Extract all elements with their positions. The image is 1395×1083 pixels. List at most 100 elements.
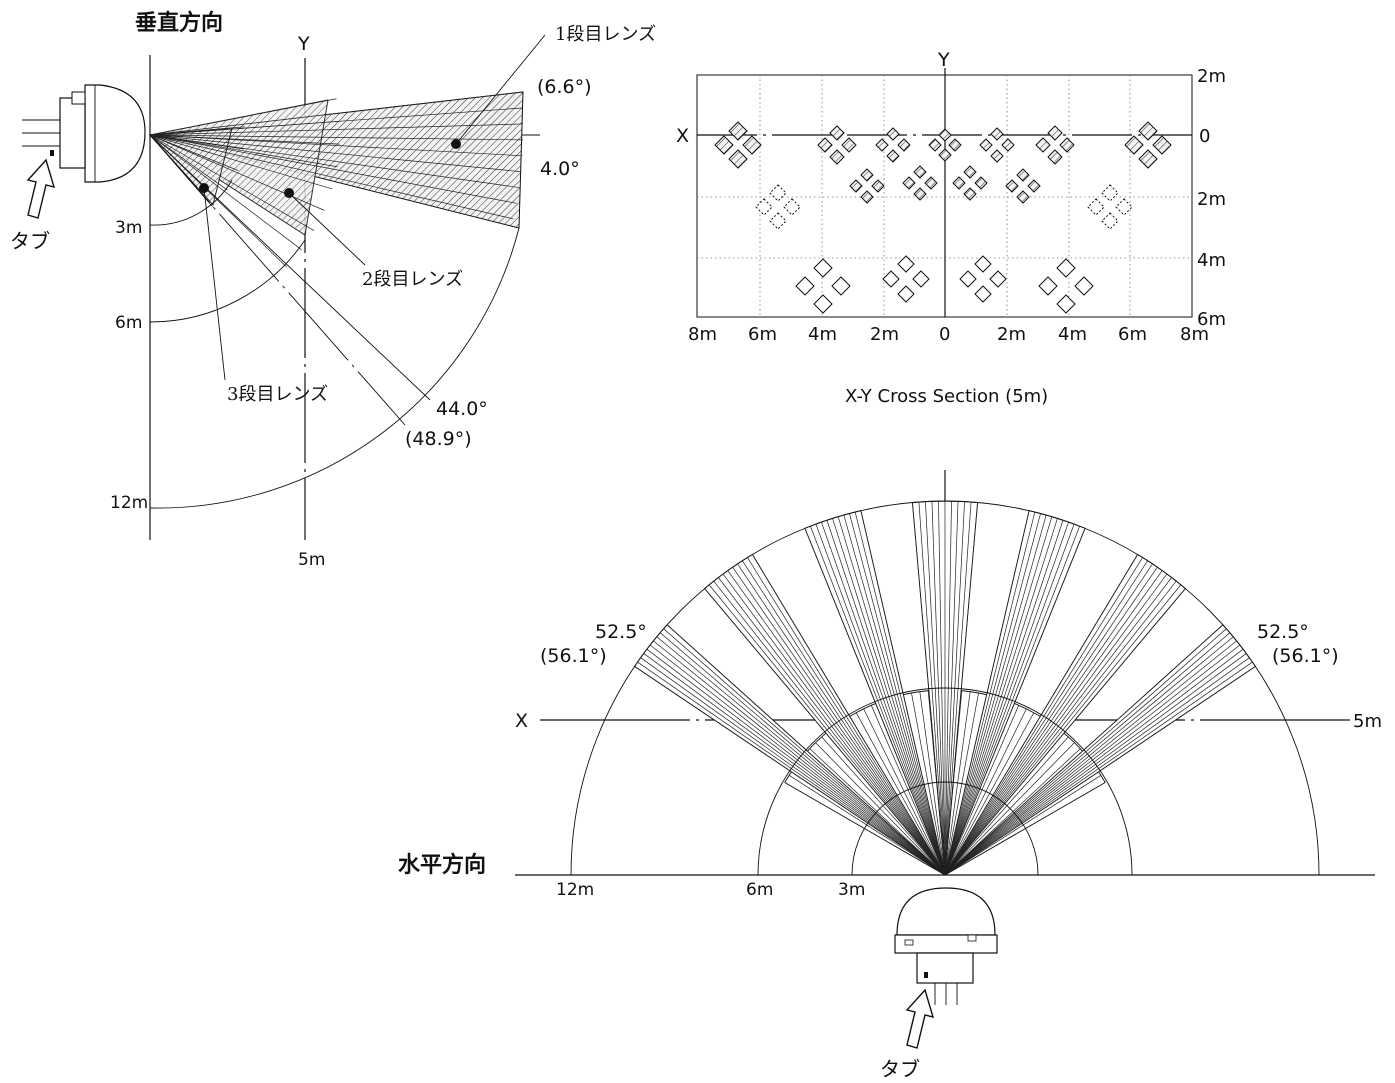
vertical-tab-label: タブ [10, 229, 50, 253]
detection-zone-diamond [913, 187, 927, 201]
detection-zone-diamond [979, 138, 993, 152]
detection-zone-diamond [886, 127, 900, 141]
horizontal-title: 水平方向 [398, 852, 486, 878]
detection-zone-diamond [1074, 276, 1094, 296]
detection-zone-diamond [963, 187, 977, 201]
zone-spoke [149, 123, 523, 136]
cross-section: Y X 8m 6m 4m 2m 0 2m 4m 6m 8m 2m 0 2m 4m… [676, 49, 1226, 407]
angle-44-line [149, 134, 431, 401]
y-tick: 2m [1197, 189, 1226, 210]
horizontal-radius-12m: 12m [556, 880, 594, 900]
detection-zone-diamond [1001, 138, 1015, 152]
detection-zone-diamond [742, 135, 762, 155]
vertical-radius-12m: 12m [110, 493, 148, 513]
vertical-y-axis-label: Y [297, 33, 310, 55]
detection-zone-diamond [1005, 179, 1019, 193]
angle-left-label: 52.5° [595, 621, 647, 643]
vertical-y-distance-label: 5m [298, 550, 325, 570]
cross-section-detection-zones [714, 121, 1172, 314]
detection-zone-diamond [989, 270, 1007, 288]
zone-spoke [149, 134, 517, 204]
zone-spoke [911, 692, 946, 876]
zone-spoke [149, 134, 338, 168]
detection-zone-diamond [795, 276, 815, 296]
detection-zone-diamond [938, 128, 952, 142]
detection-zone-diamond [1035, 137, 1051, 153]
zone-spoke [149, 134, 333, 190]
detection-zone-diamond [897, 138, 911, 152]
x-tick: 6m [748, 324, 777, 345]
lens1-label: 1段目レンズ [555, 24, 656, 45]
zone-spoke [944, 705, 1020, 876]
detection-zone-diamond [831, 276, 851, 296]
horizontal-diagram: X 5m 水平方向 12m 6m 3m 52.5° (56.1°) 52.5° … [398, 470, 1382, 1081]
cross-section-x-label: X [676, 125, 689, 147]
detection-zone-diamond [1115, 198, 1133, 216]
vertical-diagram: 垂直方向 Y 5m 3m 6m 12m 1段目レンズ 2 [10, 10, 656, 570]
horizontal-x-label: X [515, 710, 528, 732]
detection-zone-diamond [1087, 198, 1105, 216]
detection-zone-diamond [755, 198, 773, 216]
detection-zone-diamond [1056, 294, 1076, 314]
lens3-leader [203, 187, 226, 381]
detection-zone-diamond [829, 125, 845, 141]
detection-zone-diamond [897, 285, 915, 303]
detection-zone-diamond [897, 255, 915, 273]
zone-spoke [149, 134, 228, 191]
zone-spoke [149, 134, 302, 250]
x-tick: 2m [997, 324, 1026, 345]
detection-zone-diamond [783, 198, 801, 216]
zone-spoke [149, 134, 520, 188]
detection-zone-diamond [952, 176, 966, 190]
zone-spoke [821, 736, 946, 876]
x-tick: 8m [688, 324, 717, 345]
detection-zone-diamond [871, 179, 885, 193]
zone-spoke [149, 134, 340, 145]
zone-spoke [149, 134, 325, 211]
horizontal-arc-12m [570, 500, 1320, 876]
detection-zone-diamond [1101, 212, 1119, 230]
detection-zone-diamond [1047, 149, 1063, 165]
vertical-radius-6m: 6m [115, 313, 142, 333]
detection-zone-diamond [1152, 135, 1172, 155]
x-tick: 4m [1058, 324, 1087, 345]
detection-zone-diamond [1016, 168, 1030, 182]
detection-zone-diamond [813, 258, 833, 278]
detection-zone-diamond [924, 176, 938, 190]
lens2-label: 2段目レンズ [362, 269, 463, 290]
x-tick: 6m [1118, 324, 1147, 345]
detection-zone-diamond [974, 285, 992, 303]
zone-spoke [149, 134, 315, 232]
y-tick: 4m [1197, 250, 1226, 271]
tab-arrow-icon [26, 158, 56, 219]
zone-spoke [809, 748, 946, 876]
horizontal-radius-3m: 3m [838, 880, 865, 900]
detection-zone-diamond [714, 135, 734, 155]
zone-spoke [855, 712, 946, 876]
zone-spoke [870, 705, 946, 876]
angle-48-9-label: (48.9°) [405, 428, 472, 450]
zone-spoke [944, 692, 979, 876]
detection-zone-diamond [1056, 258, 1076, 278]
angle-44-label: 44.0° [436, 398, 488, 420]
vertical-zone-spokes [149, 91, 523, 268]
detection-zone-diamond [963, 165, 977, 179]
detection-zone-diamond [813, 294, 833, 314]
y-tick: 0 [1199, 126, 1210, 147]
zone-spoke [149, 134, 522, 173]
zone-spoke [149, 134, 523, 141]
zone-spoke [944, 708, 1027, 876]
cross-section-x-ticks: 8m 6m 4m 2m 0 2m 4m 6m 8m [688, 324, 1209, 345]
detection-zone-diamond [990, 127, 1004, 141]
detection-zone-diamond [860, 168, 874, 182]
lens1-leader [455, 34, 546, 145]
vertical-title: 垂直方向 [135, 10, 223, 36]
x-tick: 8m [1180, 324, 1209, 345]
detection-zone-diamond [849, 179, 863, 193]
detection-zone-diamond [990, 149, 1004, 163]
detection-zone-diamond [769, 212, 787, 230]
sensor-front-view [894, 887, 998, 1005]
x-tick: 2m [870, 324, 899, 345]
x-tick: 0 [939, 324, 950, 345]
